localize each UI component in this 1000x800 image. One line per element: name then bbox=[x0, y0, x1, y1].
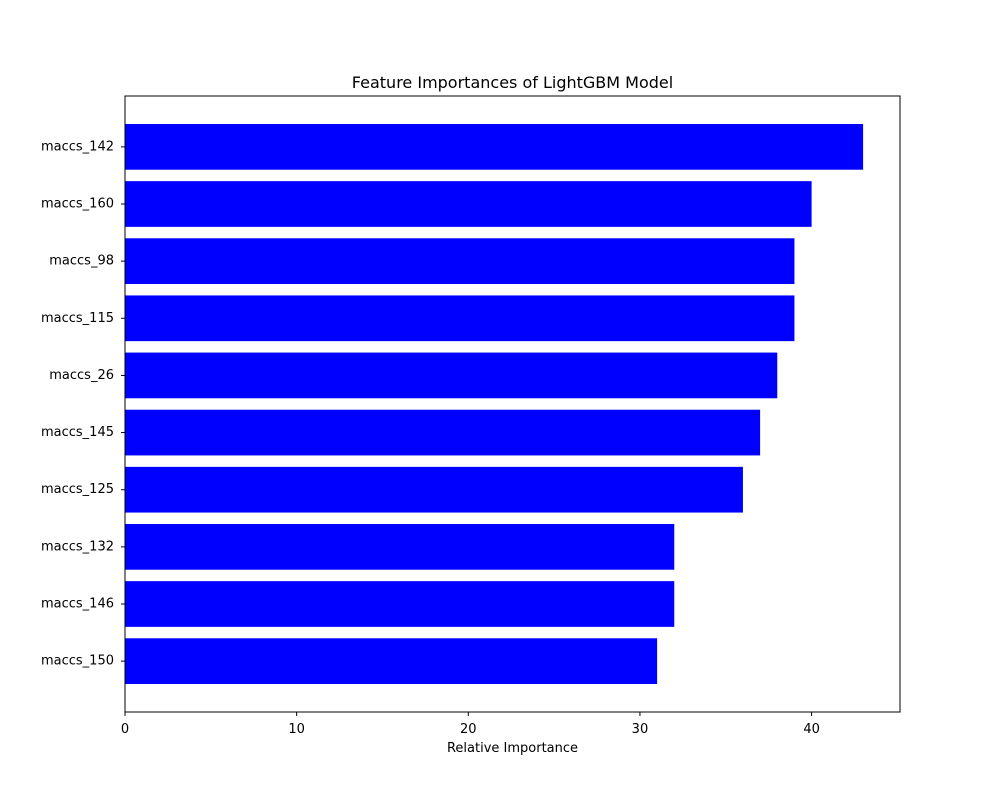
bar-maccs_26 bbox=[125, 352, 778, 399]
y-tick-label: maccs_145 bbox=[41, 425, 114, 440]
y-tick-label: maccs_115 bbox=[41, 311, 114, 326]
bar-maccs_160 bbox=[125, 181, 812, 227]
bar-maccs_125 bbox=[125, 466, 743, 513]
y-tick-label: maccs_98 bbox=[49, 254, 114, 269]
bar-maccs_98 bbox=[125, 238, 795, 284]
bar-maccs_142 bbox=[125, 124, 864, 170]
chart-title: Feature Importances of LightGBM Model bbox=[352, 73, 673, 92]
x-tick-label: 40 bbox=[803, 722, 820, 737]
bar-maccs_150 bbox=[125, 638, 658, 684]
x-axis-label: Relative Importance bbox=[447, 741, 578, 756]
bars-group bbox=[125, 124, 864, 684]
y-tick-label: maccs_142 bbox=[41, 139, 114, 154]
bar-maccs_115 bbox=[125, 295, 795, 342]
y-tick-label: maccs_160 bbox=[41, 197, 114, 212]
x-axis: 0 10 20 30 40 bbox=[121, 712, 820, 737]
bar-maccs_132 bbox=[125, 524, 675, 570]
y-tick-label: maccs_150 bbox=[41, 654, 114, 669]
y-tick-label: maccs_146 bbox=[41, 597, 114, 612]
bar-maccs_145 bbox=[125, 409, 761, 456]
y-tick-label: maccs_132 bbox=[41, 539, 114, 554]
x-tick-label: 10 bbox=[288, 722, 305, 737]
y-tick-label: maccs_26 bbox=[49, 368, 114, 383]
x-tick-label: 30 bbox=[632, 722, 649, 737]
y-axis: maccs_150 maccs_146 maccs_132 maccs_125 macc… bbox=[41, 139, 125, 669]
x-tick-label: 0 bbox=[121, 722, 129, 737]
x-tick-label: 20 bbox=[460, 722, 477, 737]
bar-maccs_146 bbox=[125, 581, 675, 627]
y-tick-label: maccs_125 bbox=[41, 482, 114, 497]
plot-frame bbox=[124, 95, 901, 713]
